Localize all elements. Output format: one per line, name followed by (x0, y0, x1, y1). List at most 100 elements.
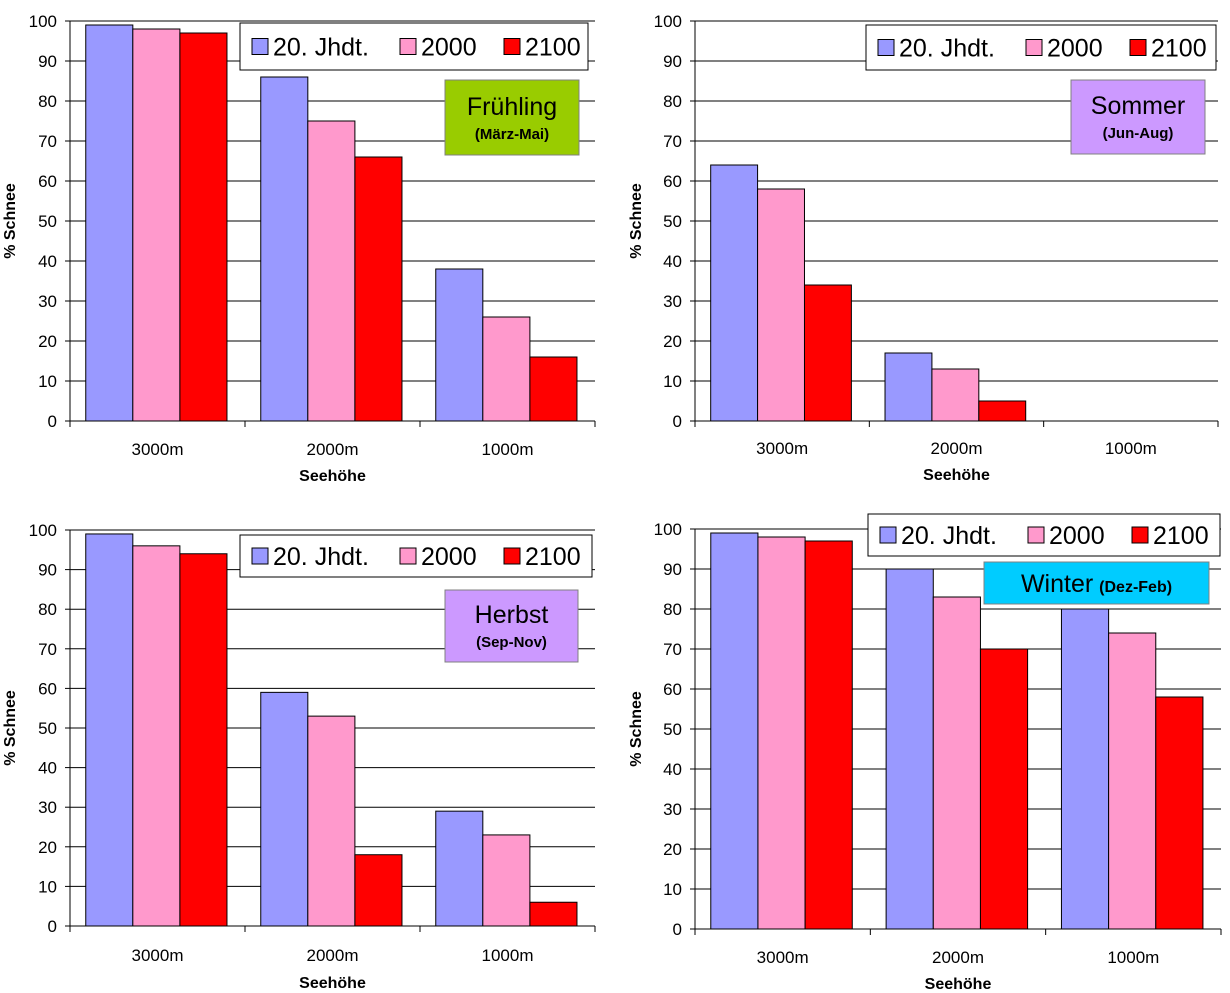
legend-swatch (877, 39, 895, 56)
bar-20-jhdt--3000m (710, 164, 759, 422)
bar-20-jhdt--1000m (435, 268, 484, 422)
bar-20-jhdt--2000m (885, 568, 934, 930)
y-tick-label: 0 (673, 920, 682, 939)
y-tick-label: 70 (38, 640, 57, 659)
season-badge: Frühling (März-Mai) (444, 79, 580, 156)
bar-2000-2000m (932, 596, 981, 930)
season-badge: Herbst (Sep-Nov) (444, 589, 579, 663)
x-tick-label: 2000m (307, 946, 359, 965)
legend-swatch (399, 38, 417, 55)
bar-2100-3000m (804, 540, 853, 930)
bar-2100-2000m (978, 400, 1027, 422)
y-tick-label: 40 (38, 252, 57, 271)
bar-2100-3000m (179, 553, 228, 927)
x-tick-label: 3000m (757, 948, 809, 967)
legend-label: 20. Jhdt. (899, 35, 995, 63)
y-tick-label: 80 (38, 92, 57, 111)
y-tick-label: 40 (663, 760, 682, 779)
legend-swatch (251, 38, 269, 55)
bar-2100-1000m (1155, 696, 1204, 930)
season-name: Frühling (467, 93, 557, 121)
y-tick-label: 60 (663, 680, 682, 699)
legend: 20. Jhdt. 2000 2100 (239, 22, 589, 71)
y-tick-label: 10 (663, 880, 682, 899)
legend-swatch (503, 547, 521, 565)
y-axis-title: % Schnee (2, 690, 19, 766)
legend-label: 2000 (421, 543, 477, 571)
x-tick-label: 1000m (482, 440, 534, 459)
y-axis-title: % Schnee (2, 183, 19, 259)
bar-2000-2000m (931, 368, 980, 422)
legend-label: 2100 (525, 34, 581, 62)
legend-label: 2000 (421, 34, 477, 62)
season-badge: Sommer (Jun-Aug) (1070, 79, 1206, 155)
x-tick-label: 3000m (756, 439, 808, 458)
chart-herbst: 0 10 20 30 40 50 60 70 80 90 100 3000m 2000m 1000m See… (2, 521, 596, 992)
y-tick-label: 30 (663, 292, 682, 311)
bar-2000-2000m (307, 715, 356, 927)
legend-label: 2100 (1153, 522, 1209, 550)
y-tick-label: 60 (38, 172, 57, 191)
legend: 20. Jhdt. 2000 2100 (867, 513, 1221, 557)
y-tick-label: 20 (663, 332, 682, 351)
bar-2000-3000m (132, 28, 181, 422)
y-tick-label: 30 (38, 798, 57, 817)
legend-label: 20. Jhdt. (273, 543, 369, 571)
legend-label: 20. Jhdt. (901, 522, 997, 550)
legend-label: 2000 (1049, 522, 1105, 550)
y-tick-label: 70 (38, 132, 57, 151)
legend: 20. Jhdt. 2000 2100 (865, 24, 1217, 71)
season-period: (Dez-Feb) (1099, 579, 1172, 596)
bar-2000-1000m (482, 316, 531, 422)
y-tick-label: 70 (663, 640, 682, 659)
bar-2000-1000m (1108, 632, 1157, 930)
season-name: Herbst (475, 601, 549, 629)
y-tick-label: 30 (38, 292, 57, 311)
y-tick-label: 40 (663, 252, 682, 271)
bar-20-jhdt--3000m (85, 24, 134, 422)
legend-swatch (251, 547, 269, 565)
bar-20-jhdt--3000m (85, 533, 134, 927)
y-axis-title: % Schnee (628, 691, 645, 767)
x-axis-title: Seehöhe (299, 468, 366, 485)
season-badge-box (444, 79, 580, 156)
bar-2100-3000m (803, 284, 852, 422)
y-tick-label: 0 (48, 412, 57, 431)
bar-2000-3000m (757, 188, 805, 422)
bar-2100-3000m (179, 32, 228, 422)
bar-20-jhdt--3000m (710, 532, 759, 930)
y-tick-label: 20 (38, 838, 57, 857)
y-tick-label: 50 (38, 212, 57, 231)
x-tick-label: 2000m (307, 440, 359, 459)
y-tick-label: 10 (38, 877, 57, 896)
bar-2000-3000m (132, 545, 181, 927)
y-tick-label: 80 (663, 92, 682, 111)
legend-box (867, 513, 1221, 557)
season-badge-box (444, 589, 579, 663)
x-axis-title: Seehöhe (925, 976, 992, 993)
y-tick-label: 40 (38, 759, 57, 778)
legend-swatch (1027, 526, 1045, 544)
season-period: (März-Mai) (475, 126, 549, 143)
y-tick-label: 100 (29, 12, 57, 31)
bar-2100-1000m (529, 901, 578, 927)
x-axis-title: Seehöhe (923, 467, 990, 484)
y-tick-label: 60 (38, 679, 57, 698)
y-tick-label: 90 (663, 560, 682, 579)
legend-label: 2100 (1151, 35, 1207, 63)
season-badge: Winter (Dez-Feb) (983, 561, 1210, 605)
y-tick-label: 10 (663, 372, 682, 391)
x-tick-label: 3000m (132, 946, 184, 965)
legend-swatch (399, 547, 417, 565)
legend-label: 2100 (525, 543, 581, 571)
legend-swatch (1129, 39, 1147, 56)
bar-2100-2000m (979, 648, 1029, 930)
y-tick-label: 90 (663, 52, 682, 71)
bar-2100-2000m (354, 156, 403, 422)
season-title: Winter (Dez-Feb) (1021, 570, 1172, 598)
season-name: Winter (1021, 570, 1093, 598)
chart-sommer: 0 10 20 30 40 50 60 70 80 90 100 3000m 2000m 1000m See… (628, 12, 1219, 484)
bar-20-jhdt--2000m (884, 352, 933, 422)
bar-20-jhdt--2000m (260, 76, 309, 422)
